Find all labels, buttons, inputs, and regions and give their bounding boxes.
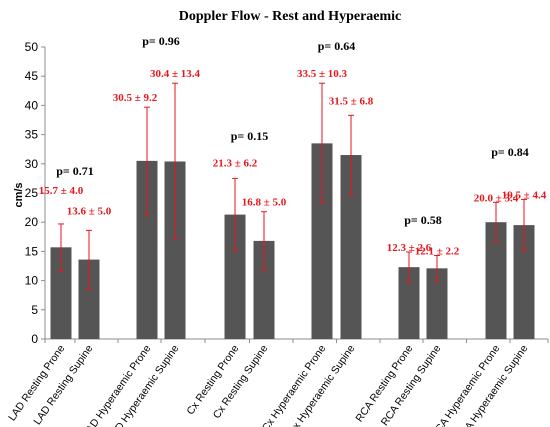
y-axis-label: cm/s (13, 182, 25, 207)
data-label: 31.5 ± 6.8 (329, 95, 374, 107)
error-bar (58, 223, 64, 272)
data-label: 33.5 ± 10.3 (297, 68, 348, 80)
y-tick-label: 40 (25, 98, 39, 112)
x-tick-label: Cx Resting Prone (184, 343, 241, 417)
bar (426, 268, 448, 339)
bar (136, 160, 158, 339)
data-label: 20.0 ± 3.4 (474, 192, 519, 204)
bar (398, 267, 420, 339)
y-tick-label: 0 (31, 332, 38, 346)
data-label: 16.8 ± 5.0 (242, 197, 287, 209)
data-label: 21.3 ± 6.2 (213, 157, 258, 169)
y-tick-label: 20 (25, 215, 39, 229)
data-label: 19.5 ± 4.4 (502, 189, 547, 201)
bar (485, 222, 507, 339)
error-bar (434, 254, 440, 282)
error-bar (86, 229, 92, 290)
error-bar (348, 114, 354, 196)
error-bar (521, 198, 527, 252)
bar (311, 143, 333, 339)
p-value-label: p= 0.84 (491, 145, 529, 159)
chart-title: Doppler Flow - Rest and Hyperaemic (179, 9, 402, 24)
bar (78, 259, 100, 339)
p-value-label: p= 0.96 (142, 34, 180, 48)
p-value-label: p= 0.71 (56, 164, 94, 178)
p-value-label: p= 0.15 (231, 129, 269, 143)
bar (513, 225, 535, 339)
data-label: 30.5 ± 9.2 (113, 92, 158, 104)
y-tick-label: 25 (25, 186, 39, 200)
error-bar (172, 82, 178, 241)
y-tick-label: 45 (25, 69, 39, 83)
p-value-label: p= 0.58 (404, 213, 442, 227)
y-tick-label: 15 (25, 244, 39, 258)
p-value-label: p= 0.64 (318, 39, 356, 53)
bar (164, 161, 186, 339)
y-tick-label: 50 (25, 40, 39, 54)
y-tick-label: 30 (25, 157, 39, 171)
error-bar (319, 82, 325, 205)
error-bar (406, 251, 412, 283)
data-label: 12.1 ± 2.2 (415, 245, 460, 257)
bar (224, 214, 246, 339)
y-tick-label: 10 (25, 274, 39, 288)
y-tick-label: 35 (25, 128, 39, 142)
x-tick-label: Cx Resting Supine (211, 343, 271, 421)
data-label: 12.3 ± 2.6 (387, 242, 432, 254)
error-bar (232, 177, 238, 252)
data-label: 30.4 ± 13.4 (150, 68, 201, 80)
bar (50, 247, 72, 339)
y-tick-label: 5 (31, 303, 38, 317)
bar (340, 155, 362, 339)
bar (253, 240, 275, 339)
error-bar (493, 201, 499, 243)
data-label: 15.7 ± 4.0 (39, 185, 84, 197)
error-bar (261, 211, 267, 271)
error-bar (144, 106, 150, 216)
data-label: 13.6 ± 5.0 (67, 205, 112, 217)
